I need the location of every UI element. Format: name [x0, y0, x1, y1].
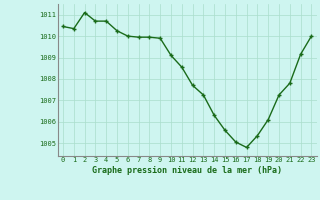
- X-axis label: Graphe pression niveau de la mer (hPa): Graphe pression niveau de la mer (hPa): [92, 166, 282, 175]
